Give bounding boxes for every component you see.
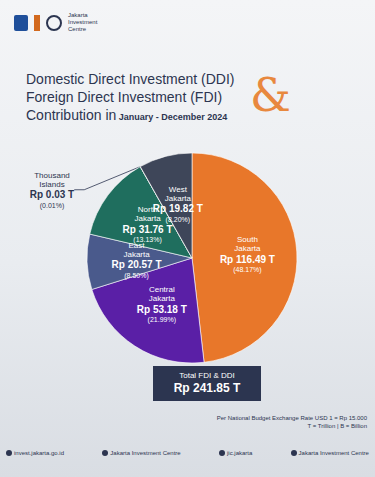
svg-text:Rp 31.76 T: Rp 31.76 T xyxy=(123,224,173,235)
html-text:Total FDI & DDI: Total FDI & DDI xyxy=(179,371,235,380)
svg-text:Jakarta: Jakarta xyxy=(134,214,161,223)
svg-text:(0.01%): (0.01%) xyxy=(40,202,65,210)
html-text:Contribution inJanuary - Decem: Contribution inJanuary - December 2024 xyxy=(26,107,228,123)
html-text:Rp 241.85 T: Rp 241.85 T xyxy=(173,381,241,395)
html-text:invest.jakarta.go.id: invest.jakarta.go.id xyxy=(14,450,64,456)
svg-text:(8.20%): (8.20%) xyxy=(166,216,191,224)
svg-text:Islands: Islands xyxy=(39,180,64,189)
svg-text:Rp 19.82 T: Rp 19.82 T xyxy=(153,203,203,214)
html-text:jic.jakarta: jic.jakarta xyxy=(227,450,253,456)
svg-text:(48.17%): (48.17%) xyxy=(233,266,261,274)
html-text:Jakarta Investment Centre: Jakarta Investment Centre xyxy=(68,12,98,32)
html-text:T = Trillion | B = Billion: T = Trillion | B = Billion xyxy=(307,423,367,429)
svg-text:West: West xyxy=(169,185,188,194)
svg-text:Rp 20.57 T: Rp 20.57 T xyxy=(112,259,162,270)
svg-text:South: South xyxy=(237,235,258,244)
svg-text:Jakarta: Jakarta xyxy=(149,294,176,303)
svg-text:Thousand: Thousand xyxy=(34,171,70,180)
html-text:Jakarta Investment Centre: Jakarta Investment Centre xyxy=(110,450,181,456)
svg-text:Rp 116.49 T: Rp 116.49 T xyxy=(220,254,275,265)
svg-text:North: North xyxy=(137,205,158,215)
html-text:Domestic Direct Investment (DD: Domestic Direct Investment (DDI) xyxy=(26,71,235,87)
svg-text:East: East xyxy=(128,240,145,250)
svg-text:Central: Central xyxy=(149,285,175,294)
html-text:Foreign Direct Investment (FDI: Foreign Direct Investment (FDI) xyxy=(26,89,223,105)
svg-text:(13.13%): (13.13%) xyxy=(133,236,161,244)
svg-text:Jakarta: Jakarta xyxy=(234,244,261,253)
svg-text:Jakarta: Jakarta xyxy=(165,194,192,203)
html-text:Per National Budget Exchange R: Per National Budget Exchange Rate USD 1 … xyxy=(216,415,367,421)
svg-text:Rp 53.18 T: Rp 53.18 T xyxy=(137,304,187,315)
svg-text:(21.99%): (21.99%) xyxy=(148,316,176,324)
svg-text:Rp 0.03 T: Rp 0.03 T xyxy=(30,189,74,200)
svg-text:(8.50%): (8.50%) xyxy=(124,272,149,280)
svg-text:Jakarta: Jakarta xyxy=(123,250,150,259)
html-text:Jakarta Investment Centre: Jakarta Investment Centre xyxy=(298,450,369,456)
